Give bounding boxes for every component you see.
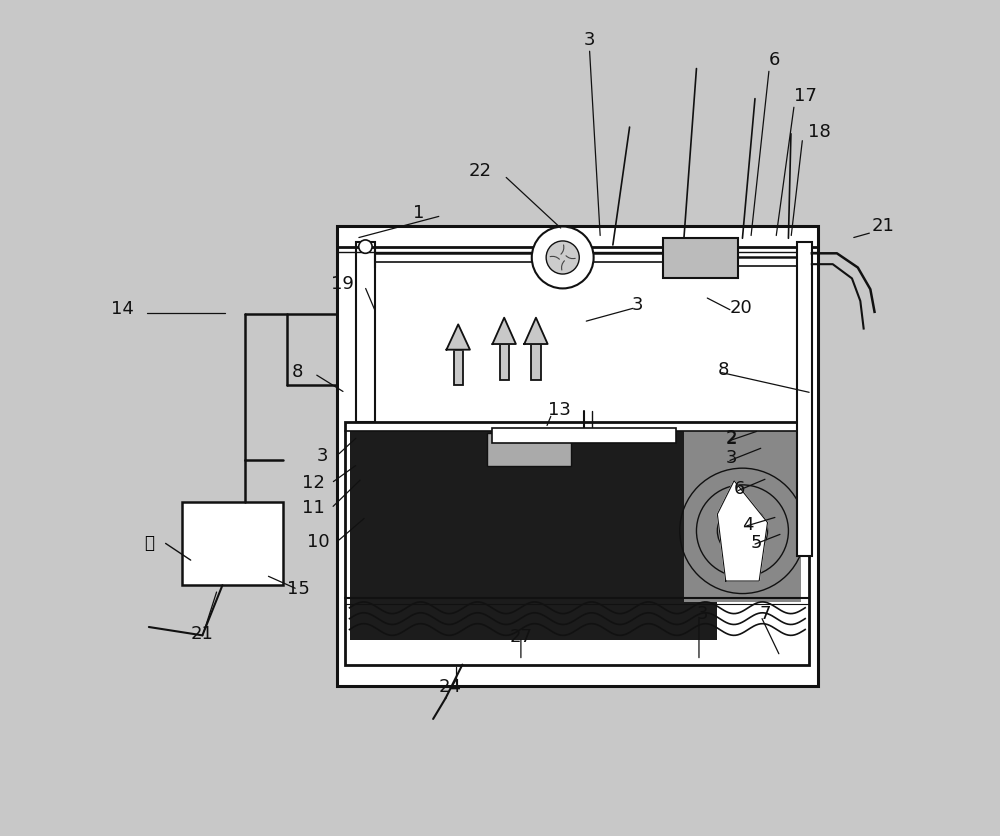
Text: 6: 6 [734, 480, 745, 498]
Text: 2: 2 [726, 430, 737, 448]
Text: 14: 14 [111, 300, 134, 319]
Polygon shape [524, 318, 548, 344]
Text: 8: 8 [292, 363, 304, 381]
Text: 3: 3 [632, 296, 644, 314]
Text: 12: 12 [302, 474, 324, 492]
Bar [663, 238, 738, 278]
Text: 20: 20 [730, 298, 753, 317]
Circle shape [532, 227, 594, 288]
Text: 13: 13 [548, 400, 571, 419]
Text: 3: 3 [696, 605, 708, 624]
Text: 11: 11 [302, 499, 324, 517]
Text: 7: 7 [759, 605, 771, 624]
Text: 1: 1 [413, 204, 425, 222]
Text: 6: 6 [769, 51, 781, 69]
Text: 21: 21 [191, 624, 214, 643]
Bar [684, 431, 801, 602]
Bar [337, 226, 818, 686]
Bar [356, 242, 375, 422]
Text: 3: 3 [584, 31, 595, 49]
Bar [454, 349, 463, 385]
Bar [487, 433, 571, 466]
Text: 8: 8 [717, 360, 729, 379]
Bar [797, 242, 812, 556]
Polygon shape [717, 481, 768, 581]
Text: 19: 19 [331, 275, 354, 293]
Text: 15: 15 [287, 580, 310, 599]
Text: 3: 3 [726, 449, 737, 467]
Bar [531, 344, 541, 380]
Text: 2: 2 [726, 429, 737, 447]
Bar [350, 431, 717, 640]
Polygon shape [446, 324, 470, 349]
Text: 5: 5 [751, 534, 762, 553]
Bar [345, 422, 809, 665]
Circle shape [359, 240, 372, 253]
Text: 18: 18 [808, 123, 830, 141]
Text: 27: 27 [509, 628, 532, 646]
Text: 24: 24 [438, 678, 461, 696]
Text: 10: 10 [307, 533, 329, 551]
Text: 22: 22 [469, 162, 492, 181]
Text: 3: 3 [317, 446, 329, 465]
Bar [182, 502, 283, 585]
Polygon shape [492, 318, 516, 344]
Text: 4: 4 [742, 516, 754, 534]
Bar [500, 344, 509, 380]
Text: 21: 21 [872, 217, 895, 235]
Bar [492, 428, 676, 443]
Circle shape [546, 241, 579, 274]
Text: ✋: ✋ [144, 534, 154, 553]
Text: 17: 17 [794, 87, 817, 105]
